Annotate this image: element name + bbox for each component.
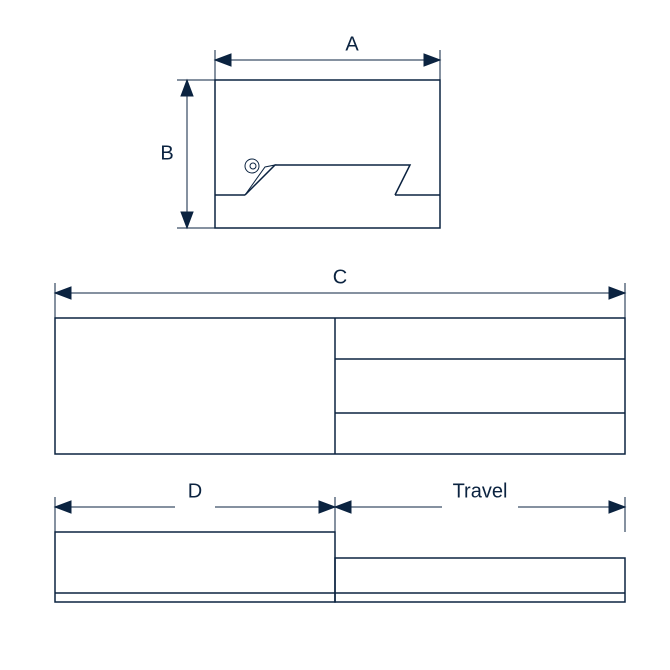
- svg-text:C: C: [333, 266, 347, 288]
- svg-text:Travel: Travel: [453, 480, 508, 502]
- svg-text:B: B: [160, 142, 173, 164]
- svg-text:A: A: [345, 33, 359, 55]
- svg-text:D: D: [188, 480, 202, 502]
